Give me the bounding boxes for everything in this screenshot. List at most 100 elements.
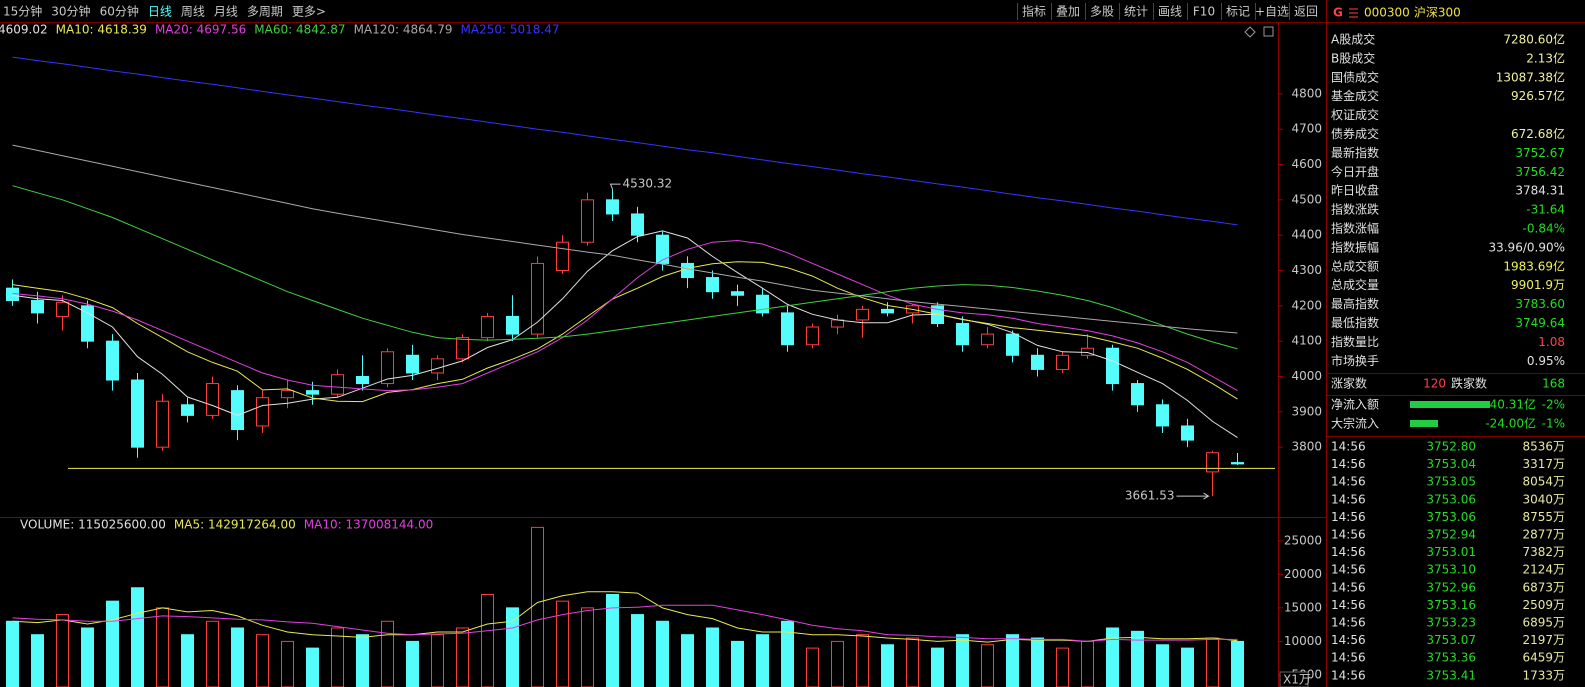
tick-volume: 2124万 <box>1522 563 1565 577</box>
tick-time: 14:56 <box>1331 598 1366 612</box>
flow-value: -40.31亿 <box>1485 397 1536 412</box>
y-tick-label: 3800 <box>1291 440 1322 454</box>
period-tab[interactable]: 月线 <box>214 5 238 19</box>
volume-bar <box>256 634 269 687</box>
tick-volume: 7382万 <box>1522 545 1565 559</box>
legend-entry: MA60: 4842.87 <box>254 23 345 37</box>
candle-body <box>881 308 894 314</box>
candle-body <box>1106 347 1119 385</box>
stat-label: A股成交 <box>1331 32 1375 47</box>
volume-bar <box>1206 637 1219 687</box>
ma-line <box>12 144 1238 334</box>
legend-entry: MA20: 4697.56 <box>155 23 246 37</box>
volume-bar <box>81 627 94 687</box>
period-tab[interactable]: 30分钟 <box>51 4 90 19</box>
tick-price: 3753.06 <box>1426 492 1476 506</box>
period-tab[interactable]: 60分钟 <box>100 4 139 19</box>
tool-button[interactable]: 叠加 <box>1056 5 1080 19</box>
tick-price: 3753.23 <box>1426 616 1476 630</box>
unit-box <box>1279 671 1309 687</box>
period-tab[interactable]: 15分钟 <box>3 4 42 19</box>
volume-bar <box>481 593 494 687</box>
tick-volume: 2509万 <box>1522 598 1565 612</box>
y-tick-label: 25000 <box>1284 533 1322 547</box>
window-icon[interactable] <box>1263 26 1274 37</box>
y-tick-label: 10000 <box>1284 634 1322 648</box>
y-tick-label: 4600 <box>1291 157 1322 171</box>
stat-label: 指数涨幅 <box>1331 221 1379 236</box>
tick-volume: 6459万 <box>1522 651 1565 665</box>
y-tick-label: 4800 <box>1291 86 1322 100</box>
tool-button[interactable]: 统计 <box>1124 5 1148 19</box>
tick-price: 3753.05 <box>1426 475 1476 489</box>
candle-body <box>331 374 344 395</box>
tool-button[interactable]: F10 <box>1193 5 1215 19</box>
stat-label: 总成交额 <box>1331 258 1379 273</box>
candle-body <box>956 322 969 346</box>
stat-label: 昨日收盘 <box>1331 183 1379 198</box>
period-tab[interactable]: 更多> <box>292 5 326 19</box>
volume-bar <box>931 647 944 687</box>
tool-button[interactable]: 画线 <box>1158 5 1182 19</box>
tool-button[interactable]: 返回 <box>1294 5 1318 19</box>
volume-bar <box>431 634 444 687</box>
menu-icon[interactable] <box>1349 8 1358 18</box>
ma-line <box>12 56 1238 226</box>
candle-body <box>431 358 444 374</box>
period-tab[interactable]: 周线 <box>181 5 205 19</box>
legend-entry: MA250: 5018.47 <box>461 23 560 37</box>
stat-label: 国债成交 <box>1331 69 1379 84</box>
period-tab[interactable]: 多周期 <box>247 5 283 19</box>
volume-bar <box>1056 647 1069 687</box>
volume-bar <box>31 634 44 687</box>
candle-body <box>106 340 119 381</box>
tick-time: 14:56 <box>1331 580 1366 594</box>
volume-bar <box>281 640 294 687</box>
flow-pct: -2% <box>1542 398 1565 412</box>
volume-bar <box>681 634 694 687</box>
tool-button[interactable]: 标记 <box>1226 5 1250 19</box>
high-marker <box>609 183 621 190</box>
candle-body <box>1006 333 1019 356</box>
tool-button[interactable]: 指标 <box>1022 4 1046 19</box>
volume-bar <box>131 587 144 687</box>
period-tab[interactable]: 日线 <box>148 5 172 19</box>
stat-value: 33.96/0.90% <box>1488 240 1565 254</box>
stat-label: 最低指数 <box>1331 315 1379 330</box>
breadth-down: 168 <box>1542 377 1565 391</box>
volume-bar <box>556 600 569 687</box>
ma-line <box>12 261 1238 403</box>
volume-bar <box>731 640 744 687</box>
tick-price: 3753.01 <box>1426 545 1476 559</box>
stat-label: 权证成交 <box>1331 107 1379 122</box>
candle-body <box>706 277 719 293</box>
tool-button[interactable]: 多股 <box>1090 5 1114 19</box>
tick-volume: 8536万 <box>1522 440 1565 454</box>
volume-bar <box>906 637 919 687</box>
y-tick-label: 4400 <box>1291 228 1322 242</box>
stat-value: 13087.38亿 <box>1496 69 1565 84</box>
legend-entry: MA120: 4864.79 <box>354 23 453 37</box>
stat-value: 3749.64 <box>1515 316 1565 330</box>
diamond-icon[interactable] <box>1244 26 1256 38</box>
tick-time: 14:56 <box>1331 563 1366 577</box>
tick-volume: 3317万 <box>1522 457 1565 471</box>
flow-label: 净流入额 <box>1331 398 1379 412</box>
tick-price: 3753.06 <box>1426 510 1476 524</box>
y-tick-label: 4700 <box>1291 122 1322 136</box>
tick-time: 14:56 <box>1331 651 1366 665</box>
tool-button[interactable]: +自选 <box>1255 5 1289 19</box>
volume-bar <box>656 620 669 687</box>
breadth-label: 涨家数 <box>1331 376 1367 391</box>
candle-body <box>381 351 394 385</box>
volume-bar <box>506 607 519 687</box>
volume-bar <box>856 634 869 687</box>
candle-body <box>56 301 69 317</box>
candle-body <box>856 308 869 321</box>
tick-price: 3752.80 <box>1426 440 1476 454</box>
low-label: 3661.53 <box>1125 489 1175 503</box>
candle-body <box>1031 354 1044 370</box>
candle-body <box>31 300 44 314</box>
tick-price: 3753.16 <box>1426 598 1476 612</box>
